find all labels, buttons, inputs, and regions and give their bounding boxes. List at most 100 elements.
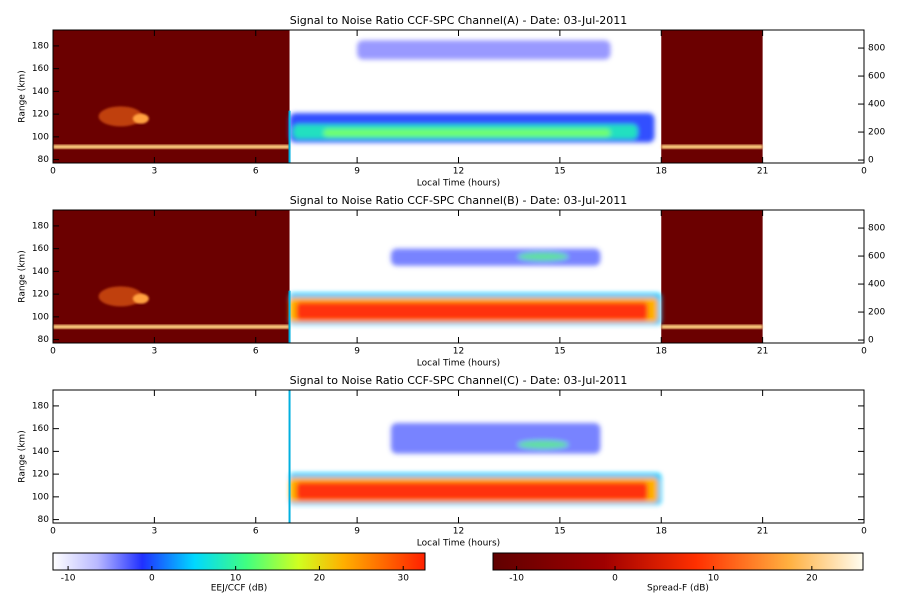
x-tick-label: 0 [861,167,867,177]
y-tick-label: 180 [32,401,49,411]
spread-f-clutter [132,293,149,304]
y2-tick-label: 600 [868,72,885,82]
y-tick-label: 100 [32,132,49,142]
y2-tick-label: 400 [868,280,885,290]
y-tick-label: 180 [32,41,49,51]
x-tick-label: 3 [152,167,158,177]
echo [289,248,662,325]
x-tick-label: 6 [253,347,259,357]
x-tick-label: 12 [453,167,464,177]
y2-tick-label: 200 [868,128,885,138]
x-axis-label: Local Time (hours) [417,179,500,189]
x-tick-label: 0 [861,527,867,537]
colorbar-tick-label: 0 [149,574,155,584]
x-tick-label: 9 [354,167,360,177]
x-tick-label: 12 [453,347,464,357]
x-tick-label: 21 [757,527,768,537]
spread-f-background [661,210,763,343]
y-tick-label: 180 [32,221,49,231]
heatmap [53,30,763,163]
y-tick-label: 140 [32,267,49,277]
y2-tick-label: 400 [868,100,885,110]
colorbar-tick-label: 20 [314,574,326,584]
x-tick-label: 18 [656,527,668,537]
x-tick-label: 3 [152,347,158,357]
x-tick-label: 3 [152,527,158,537]
y-tick-label: 80 [38,335,50,345]
colorbar-tick-label: 10 [708,574,720,584]
chart-title: Signal to Noise Ratio CCF-SPC Channel(A)… [290,14,628,27]
spread-f-clutter [98,106,143,127]
heatmap [288,390,662,523]
x-axis-label: Local Time (hours) [417,539,500,549]
colorbar-label: EEJ/CCF (dB) [211,584,268,594]
x-tick-label: 15 [554,527,565,537]
y-tick-label: 160 [32,424,49,434]
y2-tick-label: 800 [868,44,885,54]
x-tick-label: 0 [50,527,56,537]
y-tick-label: 160 [32,244,49,254]
y2-tick-label: 200 [868,308,885,318]
x-tick-label: 6 [253,167,259,177]
x-tick-label: 6 [253,527,259,537]
colorbar-tick-label: -10 [61,574,76,584]
y-tick-label: 140 [32,87,49,97]
spread-f-layer [661,324,763,329]
spread-f-background [661,30,763,163]
chart-title: Signal to Noise Ratio CCF-SPC Channel(C)… [290,374,628,387]
x-tick-label: 0 [50,347,56,357]
spread-f-clutter [132,113,149,124]
colorbar [492,552,864,571]
y-tick-label: 80 [38,515,50,525]
x-tick-label: 0 [861,347,867,357]
echo [289,422,662,505]
chart-title: Signal to Noise Ratio CCF-SPC Channel(B)… [290,194,628,207]
upper-echo-core [517,440,568,449]
x-tick-label: 12 [453,527,464,537]
colorbar-tick-label: 20 [806,574,818,584]
y-tick-label: 140 [32,447,49,457]
y-tick-label: 100 [32,312,49,322]
y2-tick-label: 0 [868,156,874,166]
y-axis-label: Range (km) [18,70,28,122]
y-tick-label: 120 [32,110,49,120]
colorbar-tick-label: 0 [612,574,618,584]
x-tick-label: 0 [50,167,56,177]
spread-f-layer [53,324,290,329]
heatmap [53,210,763,343]
upper-echo [390,422,601,454]
y-axis-label: Range (km) [18,430,28,482]
upper-echo [390,248,601,266]
spread-f-background [53,30,290,163]
colorbar-label: Spread-F (dB) [647,584,709,594]
y2-tick-label: 600 [868,252,885,262]
x-tick-label: 18 [656,167,668,177]
spread-f-layer [661,144,763,149]
echo [289,40,655,143]
x-tick-label: 15 [554,167,565,177]
upper-echo-core [517,252,568,261]
colorbar-tick-label: 30 [397,574,409,584]
y-tick-label: 120 [32,290,49,300]
upper-echo [357,40,611,60]
colorbar-tick-label: 10 [230,574,242,584]
y2-tick-label: 0 [868,336,874,346]
y-tick-label: 80 [38,155,50,165]
x-tick-label: 9 [354,347,360,357]
spread-f-clutter [98,286,143,307]
y-tick-label: 160 [32,64,49,74]
spread-f-background [53,210,290,343]
x-tick-label: 9 [354,527,360,537]
colorbar [52,552,426,571]
y-tick-label: 120 [32,470,49,480]
x-axis-label: Local Time (hours) [417,359,500,369]
echo-core [296,302,648,321]
y-axis-label: Range (km) [18,250,28,302]
x-tick-label: 21 [757,167,768,177]
echo-core [323,128,611,137]
echo-core [296,482,648,501]
y-tick-label: 100 [32,492,49,502]
spread-f-layer [53,144,290,149]
y2-tick-label: 800 [868,224,885,234]
